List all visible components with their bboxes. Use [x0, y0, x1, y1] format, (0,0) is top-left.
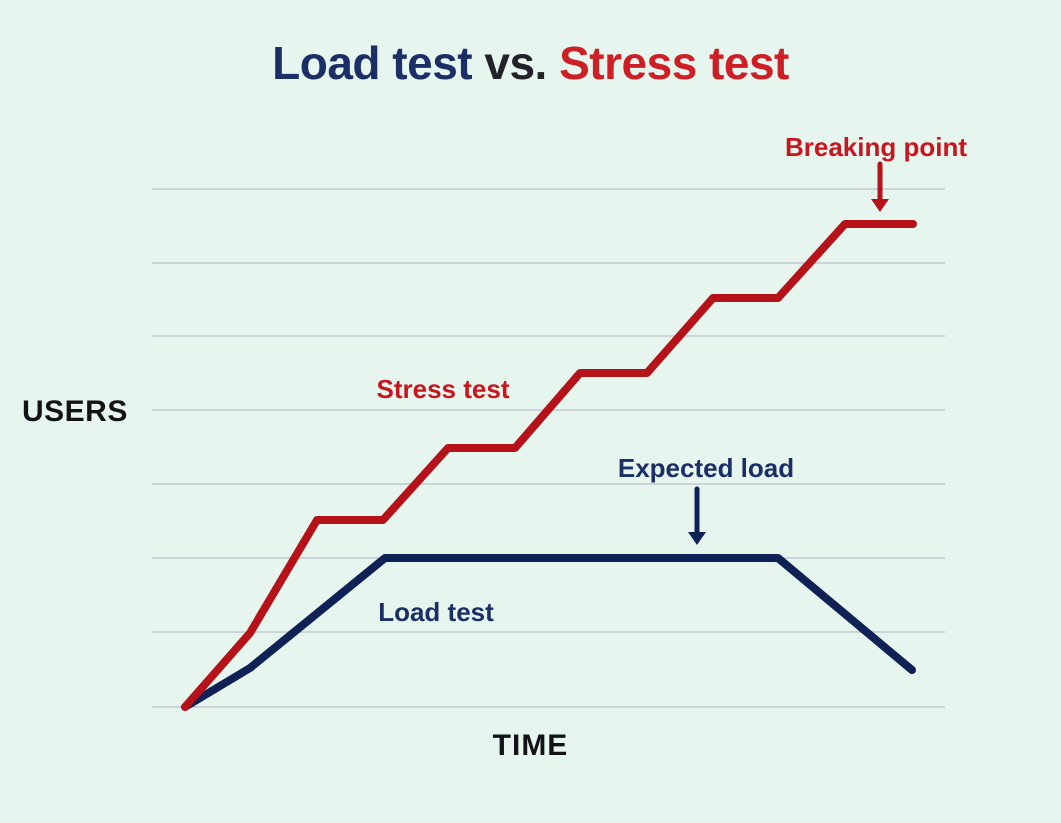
breaking-point-annotation: Breaking point	[784, 132, 968, 162]
x-axis-label: TIME	[492, 729, 569, 762]
title-vs: vs.	[472, 37, 560, 89]
y-axis-label: USERS	[22, 395, 128, 428]
stress-test-line	[181, 220, 917, 711]
stress-test-series-label: Stress test	[376, 374, 510, 404]
load-test-series-label: Load test	[378, 597, 494, 627]
expected-load-annotation: Expected load	[617, 453, 795, 483]
load-test-line	[181, 554, 916, 711]
chart-title: Load test vs. Stress test	[0, 36, 1061, 90]
title-load-test: Load test	[272, 37, 473, 89]
title-stress-test: Stress test	[559, 37, 789, 89]
expected-load-arrowhead-icon	[688, 532, 706, 545]
breaking-point-arrowhead-icon	[871, 199, 889, 212]
